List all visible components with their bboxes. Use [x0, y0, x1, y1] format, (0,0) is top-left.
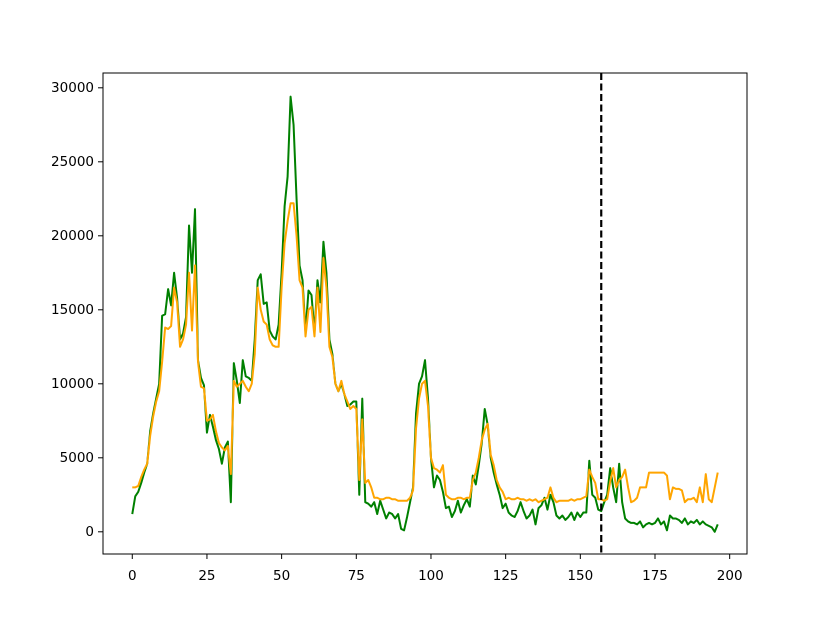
y-tick-label: 30000	[51, 80, 94, 96]
x-tick-label: 100	[418, 568, 444, 584]
axes-frame	[102, 72, 748, 555]
x-tick-label: 25	[198, 568, 215, 584]
x-tick-label: 50	[273, 568, 290, 584]
x-tick-label: 125	[493, 568, 519, 584]
series-line	[132, 202, 719, 504]
y-tick-label: 15000	[51, 302, 94, 318]
x-tick-label: 75	[348, 568, 365, 584]
x-tick-label: 0	[128, 568, 137, 584]
y-tick-label: 25000	[51, 154, 94, 170]
x-tick-label: 150	[567, 568, 593, 584]
series-line	[131, 95, 719, 533]
y-tick-label: 20000	[51, 228, 94, 244]
x-tick-label: 200	[717, 568, 743, 584]
y-tick-label: 0	[85, 524, 94, 540]
x-tick-label: 175	[642, 568, 668, 584]
y-tick-label: 5000	[60, 450, 94, 466]
y-tick-label: 10000	[51, 376, 94, 392]
